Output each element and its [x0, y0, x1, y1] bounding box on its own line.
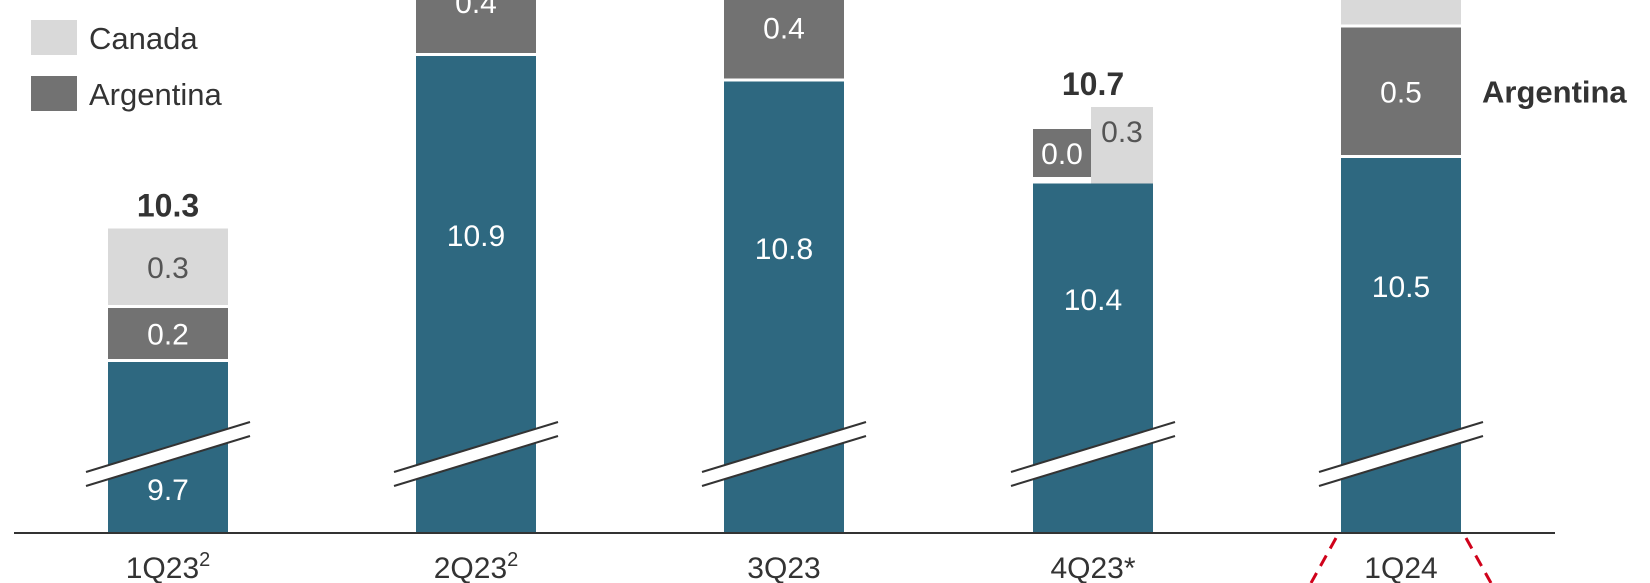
break-line-lower-4q23: [1010, 435, 1176, 487]
break-line-upper-1q23: [85, 421, 251, 473]
bar-canada-1q23: [108, 228, 228, 305]
x-tick-2q23: 2Q232: [434, 549, 519, 583]
label-total-1q23: 10.3: [137, 188, 199, 224]
bar-argentina-3q23: [724, 0, 844, 79]
bar-argentina-1q24: [1341, 27, 1461, 155]
break-mask-3q23: [699, 422, 869, 486]
label-argentina-1q23: 0.2: [147, 319, 189, 352]
side-label-canada: Canada: [1482, 0, 1595, 4]
label-base-3q23: 10.8: [755, 233, 813, 266]
x-tick-1q24: 1Q24: [1364, 552, 1437, 583]
label-argentina-1q24: 0.5: [1380, 76, 1422, 109]
bar-base-4q23: [1033, 183, 1153, 532]
side-label-argentina: Argentina: [1482, 74, 1627, 109]
legend-label-argentina: Argentina: [89, 77, 222, 112]
label-base-2q23: 10.9: [447, 220, 505, 253]
legend: Canada Argentina: [31, 20, 222, 112]
break-line-upper-4q23: [1010, 421, 1176, 473]
highlight-line-right: [1464, 537, 1493, 583]
bar-argentina-1q23: [108, 308, 228, 359]
legend-swatch-canada: [31, 20, 77, 55]
break-line-upper-3q23: [701, 421, 867, 473]
bar-canada-4q23: [1091, 107, 1153, 184]
legend-swatch-argentina: [31, 76, 77, 111]
break-line-lower-2q23: [393, 435, 559, 487]
break-mask-1q23: [83, 422, 253, 486]
label-canada-1q23: 0.3: [147, 252, 189, 285]
label-base-4q23: 10.4: [1064, 284, 1122, 317]
label-total-4q23: 10.7: [1062, 66, 1124, 102]
break-line-lower-1q24: [1318, 435, 1484, 487]
axis-breaks: [83, 421, 1486, 487]
highlight-marker: [1309, 537, 1493, 583]
break-line-lower-1q23: [85, 435, 251, 487]
break-mask-2q23: [391, 422, 561, 486]
label-argentina-2q23: 0.4: [455, 0, 497, 20]
x-tick-3q23: 3Q23: [747, 552, 820, 583]
break-line-lower-3q23: [701, 435, 867, 487]
label-argentina-3q23: 0.4: [763, 13, 805, 46]
bar-canada-1q24: [1341, 0, 1461, 25]
label-argentina-4q23: 0.0: [1041, 138, 1083, 171]
label-base-1q24: 10.5: [1372, 271, 1430, 304]
label-canada-4q23: 0.3: [1101, 116, 1143, 149]
bar-argentina-2q23: [416, 0, 536, 53]
break-mask-4q23: [1008, 422, 1178, 486]
label-base-1q23: 9.7: [147, 474, 189, 507]
x-tick-1q23: 1Q232: [126, 549, 211, 583]
data-labels: 9.70.20.310.310.90.40.311.610.80.40.311.…: [137, 0, 1430, 507]
x-tick-4q23: 4Q23*: [1050, 552, 1135, 583]
bar-base-1q24: [1341, 158, 1461, 532]
legend-label-canada: Canada: [89, 21, 198, 56]
break-line-upper-1q24: [1318, 421, 1484, 473]
break-mask-1q24: [1316, 422, 1486, 486]
break-line-upper-2q23: [393, 421, 559, 473]
x-tick-labels: 1Q232 2Q232 3Q23 4Q23* 1Q24: [126, 549, 1438, 583]
bar-argentina-4q23: [1033, 129, 1091, 177]
highlight-line-left: [1309, 537, 1338, 583]
label-canada-1q24: 0.3: [1380, 0, 1422, 4]
series-side-labels: Canada Argentina: [1482, 0, 1627, 109]
